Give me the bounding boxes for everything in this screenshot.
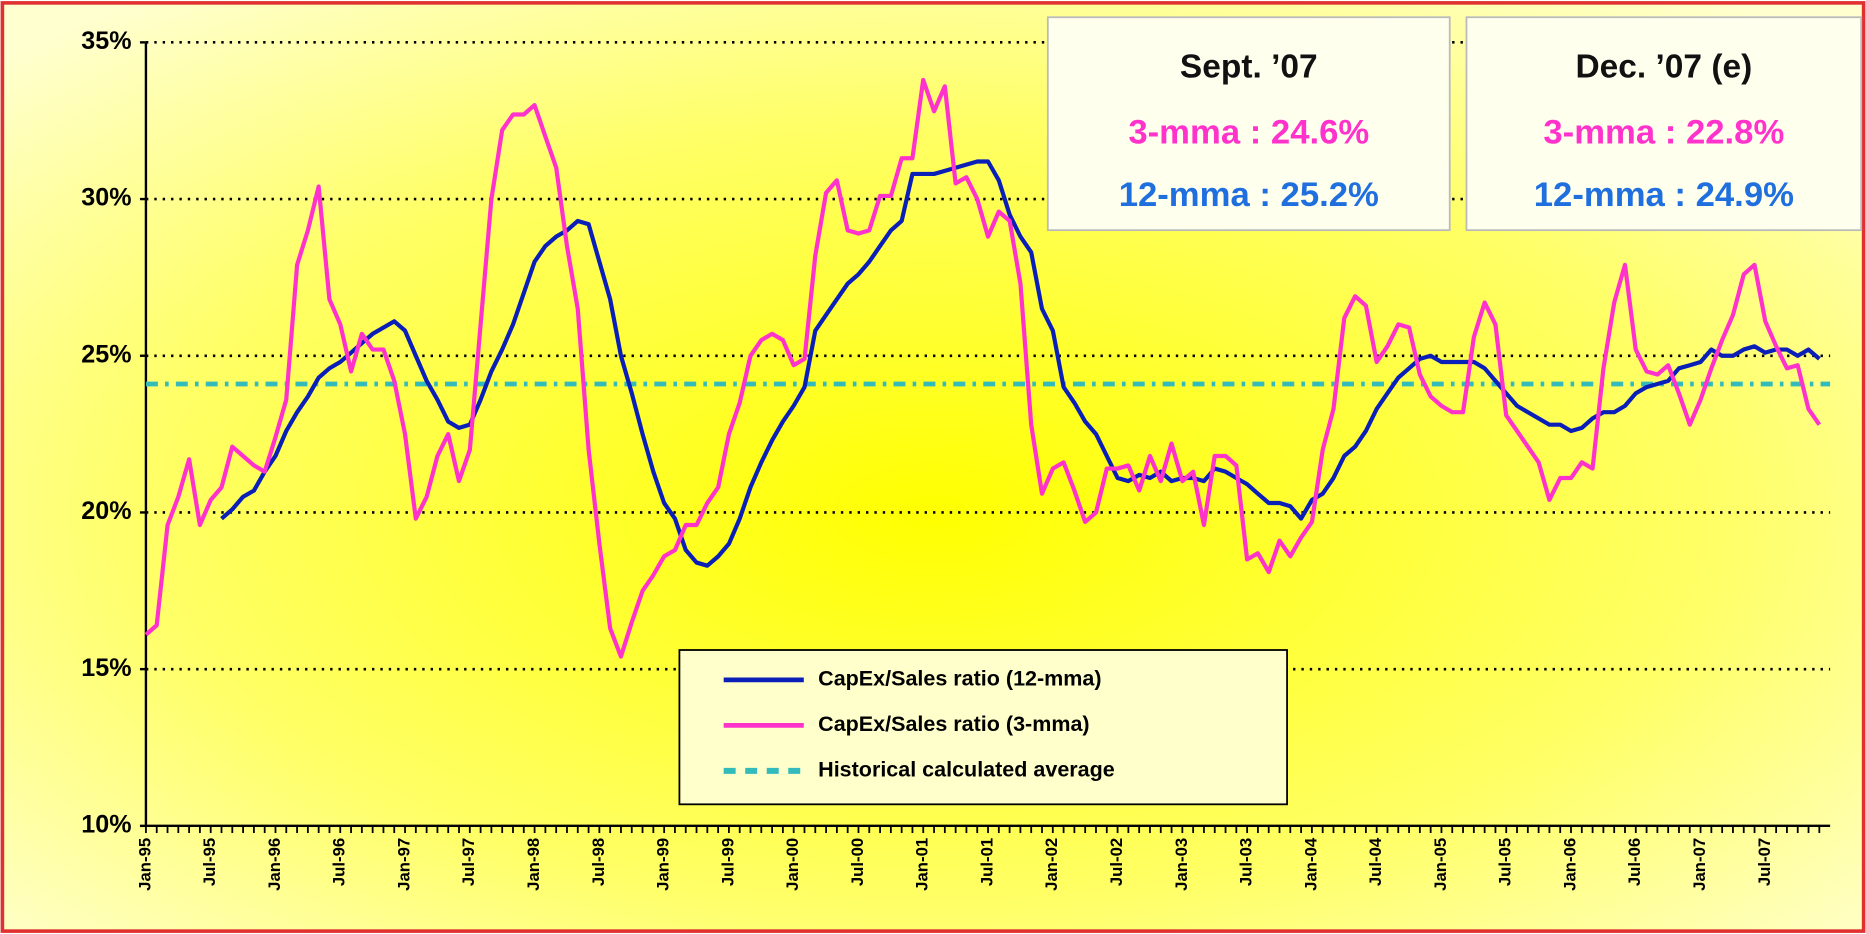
x-tick-label: Jul-03: [1237, 838, 1256, 886]
x-tick-label: Jan-00: [783, 838, 802, 891]
series-line: [144, 77, 1822, 659]
x-tick-label: Jan-06: [1560, 838, 1579, 891]
x-tick-label: Jan-03: [1172, 838, 1191, 891]
annotation-text: 12-mma : 25.2%: [1119, 176, 1379, 214]
x-tick-label: Jan-05: [1431, 838, 1450, 891]
x-tick-label: Jul-95: [200, 838, 219, 886]
x-tick-label: Jan-07: [1690, 838, 1709, 891]
legend-label: Historical calculated average: [818, 758, 1115, 782]
x-tick-label: Jul-00: [848, 838, 867, 886]
x-tick-label: Jan-96: [265, 838, 284, 891]
x-tick-label: Jul-05: [1496, 838, 1515, 886]
y-tick-label: 15%: [81, 654, 131, 682]
x-tick-label: Jul-01: [977, 838, 996, 886]
x-tick-label: Jan-02: [1042, 838, 1061, 891]
y-tick-label: 35%: [81, 27, 131, 55]
y-tick-label: 25%: [81, 340, 131, 368]
x-tick-label: Jul-97: [459, 838, 478, 886]
x-tick-label: Jan-99: [654, 838, 673, 891]
annotation-text: 12-mma : 24.9%: [1534, 176, 1794, 214]
x-tick-label: Jul-96: [330, 838, 349, 886]
legend-label: CapEx/Sales ratio (12-mma): [818, 667, 1101, 691]
x-tick-label: Jul-07: [1755, 838, 1774, 886]
x-tick-label: Jan-95: [135, 838, 154, 891]
x-tick-label: Jul-04: [1366, 837, 1385, 886]
x-tick-label: Jan-97: [394, 838, 413, 891]
x-tick-label: Jul-06: [1625, 838, 1644, 886]
series-line: [220, 159, 1821, 568]
x-tick-label: Jul-02: [1107, 838, 1126, 886]
annotation-title: Dec. ’07 (e): [1575, 49, 1752, 86]
x-tick-label: Jan-04: [1301, 837, 1320, 891]
annotation-box: [1465, 16, 1863, 232]
x-tick-label: Jul-99: [718, 838, 737, 886]
y-tick-label: 20%: [81, 497, 131, 525]
y-tick-label: 10%: [81, 810, 131, 838]
x-tick-label: Jan-01: [913, 838, 932, 891]
annotation-text: 3-mma : 22.8%: [1543, 114, 1784, 152]
x-tick-label: Jan-98: [524, 838, 543, 891]
annotation-box: [1046, 16, 1451, 232]
x-tick-label: Jul-98: [589, 838, 608, 886]
annotation-title: Sept. ’07: [1180, 49, 1318, 86]
annotation-text: 3-mma : 24.6%: [1128, 114, 1369, 152]
y-tick-label: 30%: [81, 184, 131, 212]
legend-label: CapEx/Sales ratio (3-mma): [818, 712, 1089, 736]
